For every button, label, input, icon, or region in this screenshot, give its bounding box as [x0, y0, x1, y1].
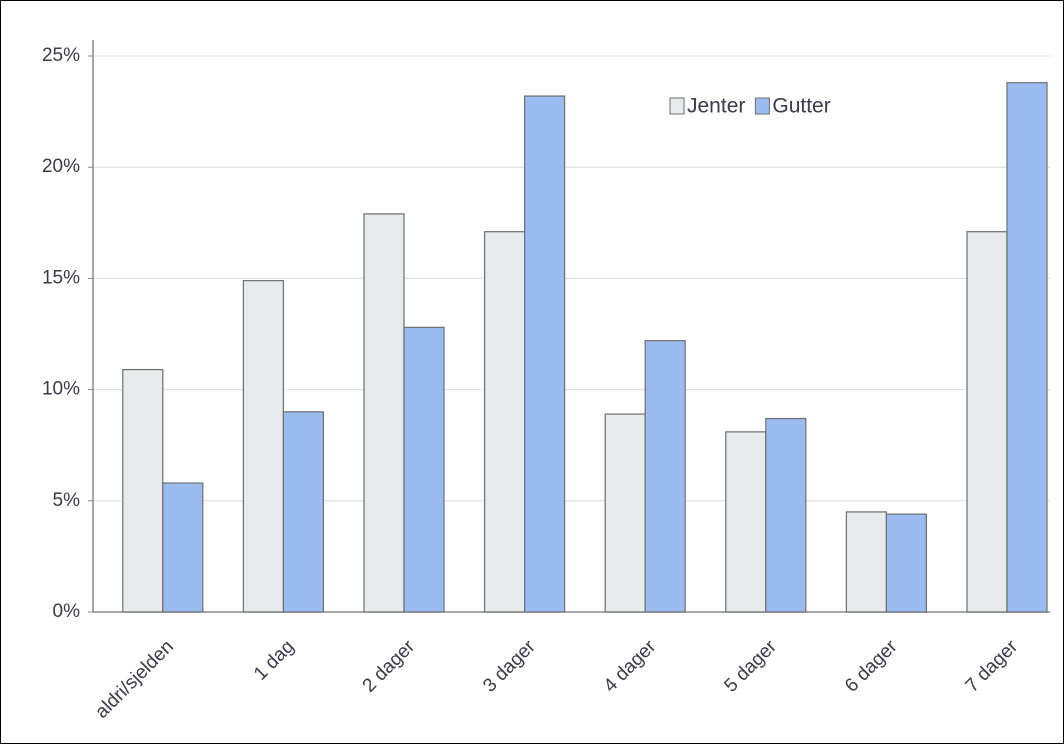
bar	[162, 482, 204, 613]
legend-label: Jenter	[687, 95, 745, 118]
bar	[282, 411, 324, 613]
y-tick-label: 0%	[53, 601, 81, 622]
y-tick-label: 10%	[42, 379, 80, 400]
bar	[644, 340, 686, 613]
bar	[885, 513, 928, 613]
y-tick-label: 25%	[42, 45, 80, 66]
bar	[484, 231, 526, 613]
bar	[966, 231, 1008, 613]
y-tick-label: 15%	[42, 267, 80, 288]
legend-swatch	[754, 97, 770, 115]
bar	[765, 417, 807, 613]
bar	[845, 511, 888, 613]
legend-label: Gutter	[772, 95, 830, 118]
y-tick-label: 20%	[42, 156, 80, 177]
bar	[1006, 82, 1048, 613]
bar	[242, 280, 284, 613]
bar	[725, 431, 767, 613]
bar	[122, 368, 164, 613]
legend-swatch	[669, 97, 685, 115]
y-tick-label: 5%	[53, 490, 81, 511]
bar	[523, 95, 566, 613]
bar	[403, 326, 445, 613]
bar	[604, 413, 646, 613]
bar	[363, 213, 405, 613]
